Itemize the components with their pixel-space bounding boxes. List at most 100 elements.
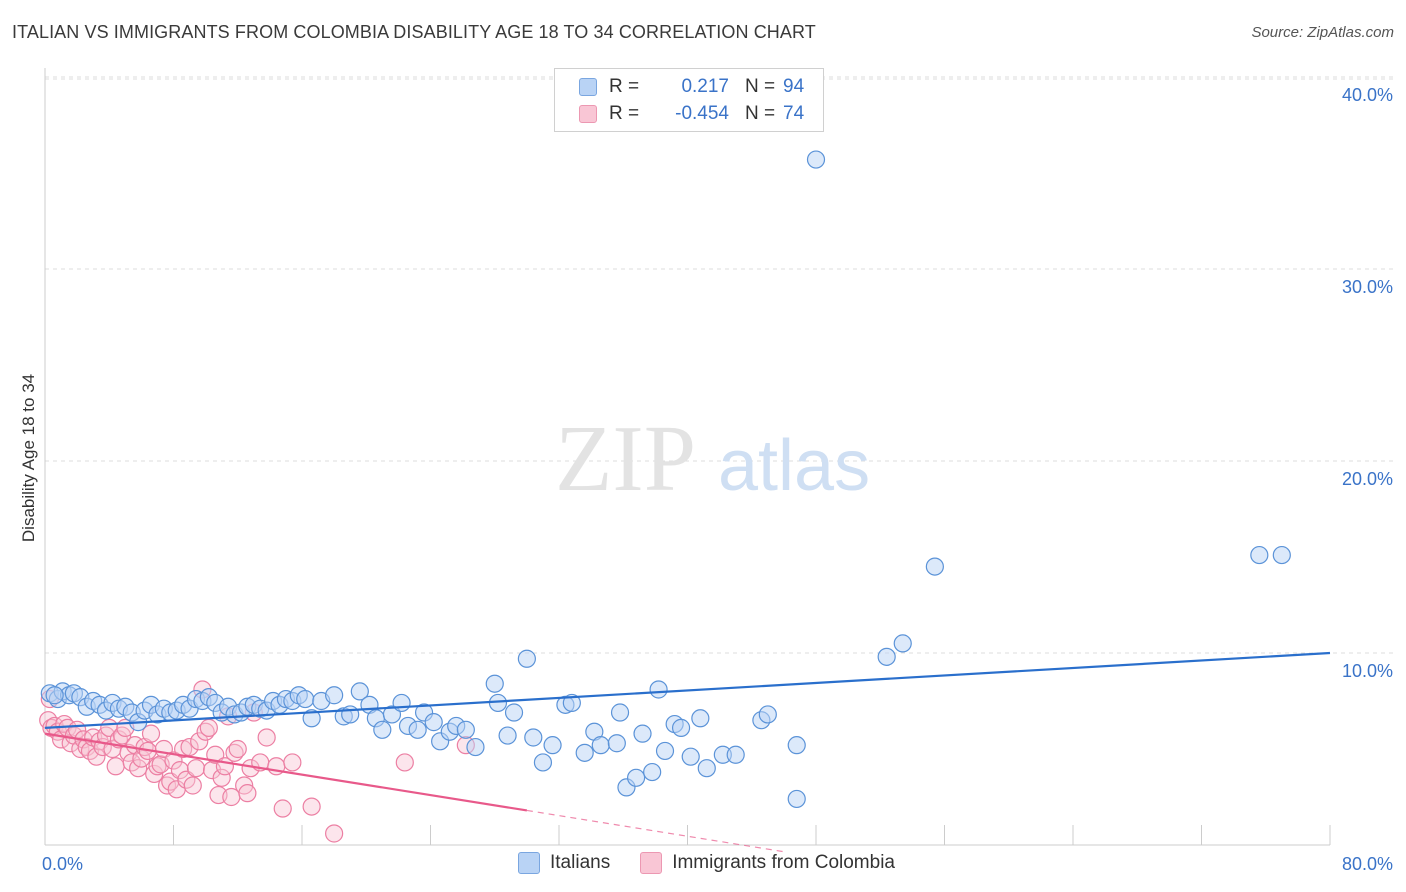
- italians-point: [302, 709, 321, 728]
- chart-title: ITALIAN VS IMMIGRANTS FROM COLOMBIA DISA…: [12, 22, 816, 42]
- italians-point: [697, 759, 716, 778]
- r-label: R =: [609, 103, 640, 124]
- watermark: ZIP atlas: [555, 407, 870, 511]
- r-label: R =: [609, 76, 640, 97]
- italians-point: [633, 724, 652, 743]
- colombia-point: [228, 739, 247, 759]
- colombia-point: [174, 739, 193, 759]
- colombia-trend-extension: [526, 809, 784, 853]
- colombia-point: [212, 768, 231, 787]
- italians-point: [408, 720, 427, 739]
- italians-swatch: [579, 78, 597, 96]
- colombia-point: [170, 761, 190, 780]
- n-label: N =: [745, 103, 776, 124]
- italians-point: [456, 720, 475, 739]
- watermark-atlas: atlas: [718, 426, 870, 506]
- italians-point: [533, 753, 553, 772]
- italians-point: [373, 720, 392, 739]
- colombia-point: [129, 759, 148, 778]
- legend-label-colombia: Immigrants from Colombia: [672, 852, 895, 873]
- colombia-point: [148, 757, 167, 776]
- italians-point: [649, 680, 668, 699]
- italians-point: [893, 634, 912, 653]
- italians-point: [325, 686, 344, 705]
- colombia-point: [257, 728, 276, 747]
- r-value: -0.454: [675, 103, 729, 124]
- colombia-point: [283, 753, 302, 772]
- italians-point: [392, 693, 411, 713]
- italians-point: [575, 743, 594, 762]
- italians-point: [726, 745, 745, 764]
- colombia-point: [302, 797, 321, 816]
- n-label: N =: [745, 76, 776, 97]
- colombia-swatch: [579, 105, 597, 123]
- italians-point: [877, 647, 896, 666]
- colombia-point: [325, 824, 344, 843]
- legend-row-colombia: R = -0.454 N = 74: [579, 102, 804, 126]
- colombia-point: [190, 732, 209, 751]
- axis-labels: 10.0% 20.0% 30.0% 40.0% 0.0% 80.0% Disability …: [19, 85, 1393, 874]
- colombia-trend-line: [44, 732, 528, 812]
- italians-point: [806, 150, 826, 169]
- y-tick-label: 20.0%: [1342, 469, 1393, 489]
- italians-point: [498, 726, 517, 745]
- colombia-point: [183, 776, 202, 795]
- italians-point: [485, 674, 504, 693]
- italians-point: [671, 718, 691, 737]
- italians-point: [787, 736, 806, 755]
- italians-point: [424, 713, 443, 732]
- italians-point: [681, 747, 700, 766]
- italians-point: [1272, 545, 1291, 565]
- n-value: 74: [783, 103, 805, 124]
- italians-point: [591, 736, 610, 755]
- legend-item-colombia[interactable]: Immigrants from Colombia: [640, 852, 895, 874]
- colombia-point: [238, 784, 257, 803]
- watermark-zip: ZIP: [555, 407, 696, 511]
- grid-lines: [45, 76, 1393, 654]
- series-legend: Italians Immigrants from Colombia: [518, 852, 925, 874]
- y-tick-label: 10.0%: [1342, 661, 1393, 681]
- y-tick-label: 30.0%: [1342, 277, 1393, 297]
- source-label: Source: ZipAtlas.com: [1251, 24, 1394, 41]
- trend-lines: [44, 651, 1331, 853]
- axes: [44, 68, 1331, 846]
- italians-point: [787, 789, 806, 809]
- colombia-point: [141, 724, 161, 743]
- colombia-point: [199, 718, 218, 737]
- italians-point: [543, 736, 562, 755]
- italians-point: [1250, 545, 1269, 565]
- colombia-point: [186, 759, 206, 778]
- italians-point: [45, 686, 64, 705]
- correlation-legend: R = 0.217 N = 94 R = -0.454 N = 74: [554, 68, 824, 132]
- italians-point: [691, 709, 710, 728]
- y-tick-label: 40.0%: [1342, 85, 1393, 105]
- italians-swatch: [518, 852, 540, 874]
- colombia-point: [273, 799, 292, 818]
- colombia-point: [395, 753, 414, 772]
- italians-points: [40, 150, 1291, 809]
- colombia-point: [87, 747, 106, 766]
- italians-point: [296, 689, 315, 709]
- italians-point: [758, 705, 777, 724]
- italians-point: [643, 762, 662, 782]
- italians-point: [517, 649, 536, 668]
- italians-point: [925, 557, 944, 576]
- italians-point: [341, 705, 360, 724]
- legend-row-italians: R = 0.217 N = 94: [579, 75, 804, 99]
- colombia-swatch: [640, 852, 663, 874]
- italians-point: [466, 737, 485, 757]
- legend-item-italians[interactable]: Italians: [518, 852, 610, 874]
- italians-point: [562, 693, 581, 713]
- italians-point: [626, 768, 646, 787]
- italians-point: [610, 703, 630, 722]
- y-axis-title: Disability Age 18 to 34: [19, 374, 38, 542]
- italians-trend-line: [44, 651, 1331, 729]
- legend-label-italians: Italians: [550, 852, 611, 873]
- italians-point: [504, 703, 524, 722]
- italians-point: [350, 682, 369, 701]
- italians-point: [524, 728, 543, 747]
- colombia-point: [106, 757, 125, 776]
- r-value: 0.217: [681, 76, 729, 97]
- n-value: 94: [783, 76, 805, 97]
